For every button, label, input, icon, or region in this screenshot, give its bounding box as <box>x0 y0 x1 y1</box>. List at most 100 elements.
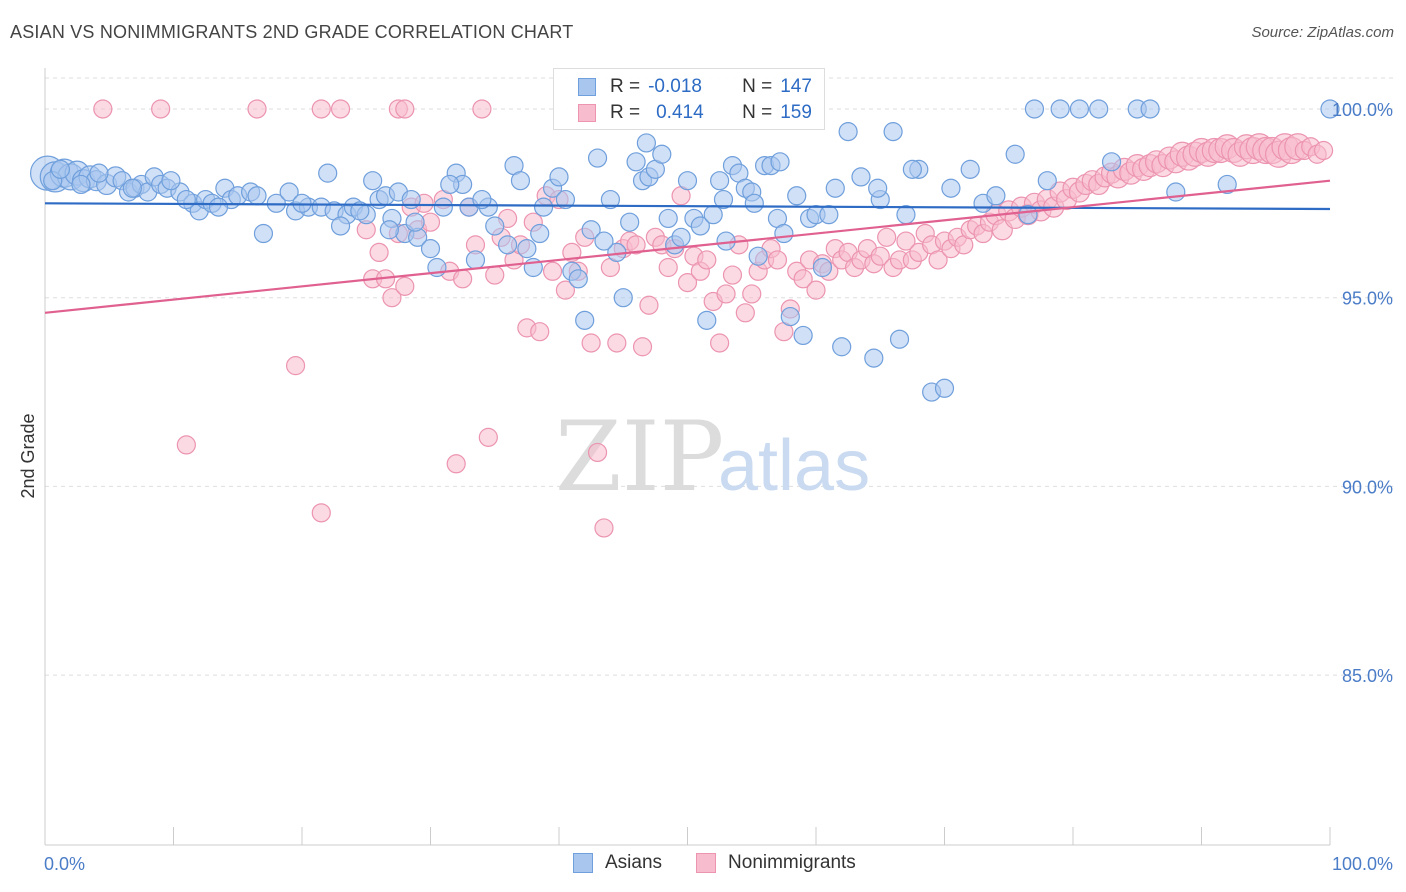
asians-point <box>934 378 955 398</box>
asians-point <box>636 133 656 153</box>
asians-point <box>122 178 142 198</box>
asians-point <box>549 167 569 187</box>
nonimmigrants-point <box>311 99 331 119</box>
legend-row-asians: R = -0.018 N = 147 <box>578 75 812 99</box>
nonimmigrants-point <box>555 280 576 300</box>
asians-point <box>71 174 91 195</box>
asians-point <box>787 186 807 206</box>
asians-point <box>690 216 710 236</box>
asians-swatch <box>578 78 596 96</box>
asians-point <box>851 167 871 187</box>
asians-point <box>253 223 274 244</box>
source-label: Source: ZipAtlas.com <box>1251 24 1394 41</box>
nonimmigrants-point <box>806 280 826 300</box>
asians-point <box>600 189 621 210</box>
nonimmigrants-point <box>742 284 762 304</box>
nonimmigrants-r-value: 0.414 <box>656 102 704 123</box>
nonimmigrants-point <box>542 261 563 281</box>
stats-legend: R = -0.018 N = 147 R = 0.414 N = 159 <box>553 68 825 130</box>
asians-point <box>986 186 1006 206</box>
asians-point <box>594 231 614 251</box>
r-label: R = <box>610 76 641 97</box>
series-legend: Asians Nonimmigrants <box>573 852 890 874</box>
nonimmigrants-point <box>632 337 653 357</box>
nonimmigrants-point <box>530 322 550 342</box>
asians-point <box>825 178 845 198</box>
nonimmigrants-point <box>472 99 492 119</box>
asians-point <box>498 235 518 255</box>
asians-point <box>1005 144 1025 164</box>
x-tick-label: 0.0% <box>44 854 85 874</box>
asians-point <box>770 152 790 172</box>
nonimmigrants-point <box>896 231 916 251</box>
nonimmigrants-point <box>176 435 196 455</box>
asians-point <box>1050 99 1070 119</box>
asians-point <box>517 239 537 259</box>
asians-point <box>1101 152 1122 172</box>
nonimmigrants-point <box>395 276 415 296</box>
asians-legend-swatch <box>573 853 593 873</box>
watermark-zip: ZIP <box>555 401 724 513</box>
nonimmigrants-point <box>793 269 813 289</box>
asians-point <box>774 223 794 244</box>
asians-point <box>1217 174 1237 195</box>
asians-point <box>472 189 492 210</box>
asians-trend-line <box>44 202 1331 211</box>
y-axis-title: 2nd Grade <box>18 413 38 498</box>
n-label: N = <box>742 76 773 97</box>
chart-title: ASIAN VS NONIMMIGRANTS 2ND GRADE CORRELA… <box>10 22 574 42</box>
asians-point <box>176 189 196 210</box>
asians-point <box>697 310 717 330</box>
asians-point <box>748 246 768 266</box>
asians-n-value: 147 <box>780 76 812 97</box>
asians-point <box>350 201 370 221</box>
asians-point <box>883 122 903 142</box>
asians-point <box>626 152 646 172</box>
asians-point <box>510 171 531 191</box>
nonimmigrants-point <box>677 272 698 293</box>
asians-point <box>941 178 961 198</box>
asians-point <box>433 197 453 217</box>
asians-point <box>568 269 588 289</box>
y-tick-label: 85.0% <box>1342 666 1393 686</box>
asians-point <box>744 193 764 213</box>
nonimmigrants-swatch <box>578 104 596 122</box>
nonimmigrants-point <box>382 288 402 308</box>
asians-point <box>838 122 858 142</box>
asians-point <box>710 171 730 191</box>
asians-point <box>713 189 734 210</box>
legend-item-nonimmigrants[interactable]: Nonimmigrants <box>696 852 856 874</box>
asians-point <box>587 148 608 168</box>
nonimmigrants-point <box>710 333 730 353</box>
asians-point <box>671 227 691 247</box>
nonimmigrants-point <box>311 503 331 523</box>
asians-point <box>832 337 852 357</box>
asians-point <box>363 171 383 191</box>
nonimmigrants-point <box>607 333 627 353</box>
asians-r-value: -0.018 <box>648 76 702 97</box>
nonimmigrants-point <box>928 250 948 270</box>
nonimmigrants-point <box>639 295 659 315</box>
asians-points <box>29 99 1340 402</box>
nonimmigrants-legend-label: Nonimmigrants <box>728 852 856 873</box>
nonimmigrants-point <box>485 265 505 285</box>
nonimmigrants-n-value: 159 <box>780 102 812 123</box>
asians-point <box>208 197 229 217</box>
nonimmigrants-point <box>735 303 755 323</box>
nonimmigrants-point <box>594 518 614 538</box>
asians-point <box>318 163 338 183</box>
asians-point <box>405 212 425 232</box>
n-label: N = <box>742 102 773 123</box>
y-tick-label: 90.0% <box>1342 477 1393 497</box>
asians-point <box>780 306 800 327</box>
legend-item-asians[interactable]: Asians <box>573 852 662 874</box>
nonimmigrants-point <box>658 257 678 278</box>
asians-point <box>620 212 640 232</box>
asians-point <box>279 182 299 202</box>
nonimmigrants-point <box>446 454 466 474</box>
nonimmigrants-point <box>151 99 171 119</box>
asians-point <box>864 348 884 368</box>
asians-point <box>1166 182 1186 202</box>
nonimmigrants-point <box>767 250 788 270</box>
asians-point <box>292 193 312 213</box>
